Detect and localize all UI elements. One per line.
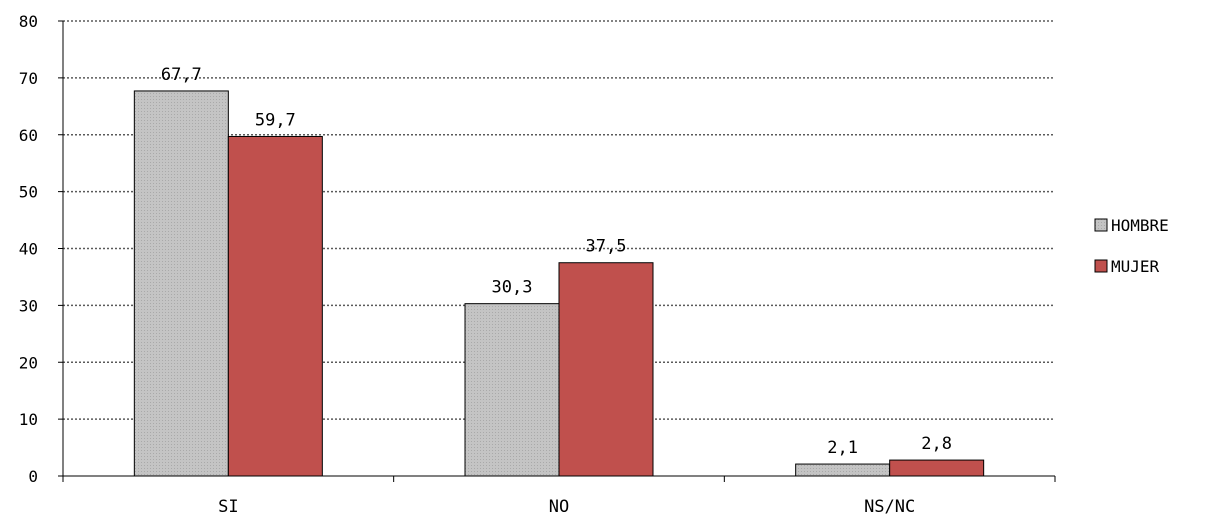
y-tick-label: 60 xyxy=(19,126,38,145)
data-label: 30,3 xyxy=(492,278,533,298)
x-tick-label: NO xyxy=(549,497,569,517)
y-tick-label: 20 xyxy=(19,353,38,372)
y-tick-label: 10 xyxy=(19,410,38,429)
bar-mujer-si xyxy=(227,135,323,477)
y-tick-label: 30 xyxy=(19,296,38,315)
legend: HOMBRE MUJER xyxy=(1094,216,1169,276)
bar-mujer-no xyxy=(558,262,654,477)
y-axis: 0 10 20 30 40 50 60 70 80 xyxy=(19,12,64,486)
y-tick-label: 0 xyxy=(28,467,38,486)
y-tick-label: 70 xyxy=(19,69,38,88)
legend-label-mujer: MUJER xyxy=(1111,257,1160,276)
bar-hombre-ns-nc xyxy=(795,463,891,477)
legend-swatch-mujer xyxy=(1094,259,1108,273)
data-labels: 67,7 59,7 30,3 37,5 2,1 2,8 xyxy=(161,65,952,458)
x-axis: SI NO NS/NC xyxy=(62,475,1056,517)
bar-mujer-ns-nc xyxy=(889,459,985,477)
data-label: 2,1 xyxy=(827,438,858,458)
x-tick-label: NS/NC xyxy=(864,497,915,517)
data-label: 37,5 xyxy=(586,237,627,257)
y-tick-label: 80 xyxy=(19,12,38,31)
data-label: 2,8 xyxy=(921,434,952,454)
x-tick-label: SI xyxy=(218,497,238,517)
bar-hombre-si xyxy=(133,90,229,477)
legend-swatch-hombre xyxy=(1094,218,1108,232)
data-label: 67,7 xyxy=(161,65,202,85)
legend-label-hombre: HOMBRE xyxy=(1111,216,1169,235)
y-tick-label: 50 xyxy=(19,183,38,202)
y-tick-label: 40 xyxy=(19,240,38,259)
bars xyxy=(133,90,985,477)
data-label: 59,7 xyxy=(255,110,296,130)
bar-hombre-no xyxy=(464,303,560,477)
